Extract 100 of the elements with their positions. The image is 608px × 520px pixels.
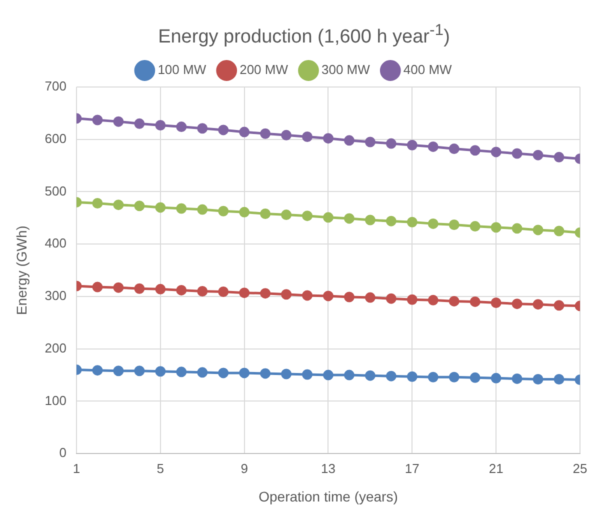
point xyxy=(512,373,522,384)
point xyxy=(134,200,145,212)
point xyxy=(134,366,145,376)
point xyxy=(490,146,502,158)
point xyxy=(281,130,292,140)
point xyxy=(260,368,271,379)
point xyxy=(302,290,313,301)
point xyxy=(322,212,334,223)
point xyxy=(155,120,166,130)
point xyxy=(364,214,376,226)
x-tick-label: 1 xyxy=(72,460,80,476)
point xyxy=(302,210,313,222)
legend-label: 100 MW xyxy=(158,62,207,78)
point xyxy=(239,206,250,218)
point xyxy=(448,372,460,382)
point xyxy=(260,288,271,299)
legend-label: 200 MW xyxy=(240,62,289,78)
y-tick-label: 500 xyxy=(44,183,66,198)
point xyxy=(554,300,564,311)
point xyxy=(512,298,522,310)
point xyxy=(428,218,438,229)
point xyxy=(197,123,208,134)
point xyxy=(364,370,376,381)
point xyxy=(532,374,544,384)
point xyxy=(386,138,396,149)
point xyxy=(239,288,250,298)
point xyxy=(113,200,124,210)
point xyxy=(218,368,229,378)
point xyxy=(92,114,103,126)
point xyxy=(92,282,103,292)
point xyxy=(134,283,145,294)
point xyxy=(490,372,502,384)
x-tick-label: 13 xyxy=(321,460,336,476)
legend-label: 300 MW xyxy=(322,62,371,78)
point xyxy=(490,298,502,308)
point xyxy=(386,293,396,304)
point xyxy=(344,135,354,146)
legend-label: 400 MW xyxy=(403,62,453,78)
point xyxy=(155,202,166,213)
point xyxy=(239,126,250,138)
point xyxy=(428,141,438,152)
point xyxy=(239,368,250,378)
point xyxy=(554,226,564,236)
point xyxy=(428,294,438,306)
point xyxy=(406,294,418,305)
point xyxy=(176,284,187,296)
x-axis-title: Operation time (years) xyxy=(258,488,398,504)
x-tick-label: 17 xyxy=(404,460,420,476)
point xyxy=(281,368,292,380)
point xyxy=(364,136,376,148)
point xyxy=(197,367,208,378)
point xyxy=(218,286,229,298)
point xyxy=(554,374,564,384)
point xyxy=(512,148,522,159)
point xyxy=(532,299,544,310)
point xyxy=(470,221,480,232)
point xyxy=(113,366,124,376)
point xyxy=(386,216,396,226)
point xyxy=(470,145,480,156)
point xyxy=(134,118,145,129)
point xyxy=(113,116,124,127)
point xyxy=(281,210,292,220)
x-tick-label: 25 xyxy=(572,460,588,476)
point xyxy=(113,282,124,293)
y-tick-label: 0 xyxy=(59,445,66,460)
point xyxy=(448,144,460,154)
point xyxy=(322,133,334,144)
point xyxy=(176,203,187,214)
y-tick-label: 600 xyxy=(44,130,66,146)
point xyxy=(448,219,460,230)
point xyxy=(155,366,166,377)
point xyxy=(322,290,334,302)
point xyxy=(406,216,418,228)
point xyxy=(302,132,313,142)
point xyxy=(92,365,103,376)
point xyxy=(197,286,208,296)
point xyxy=(344,213,354,224)
point xyxy=(386,370,396,382)
chart-title: Energy production (1,600 h year$^{-1}$) xyxy=(157,22,451,48)
point xyxy=(218,206,229,216)
y-tick-label: 200 xyxy=(44,340,66,356)
point xyxy=(176,366,187,378)
point xyxy=(260,208,271,219)
point xyxy=(512,223,522,234)
y-axis-title: Energy (GWh) xyxy=(13,226,30,316)
x-tick-label: 5 xyxy=(156,460,164,476)
x-tick-label: 21 xyxy=(488,460,504,476)
point xyxy=(532,150,544,160)
point xyxy=(302,369,313,380)
point xyxy=(532,224,544,236)
point xyxy=(155,284,166,294)
point xyxy=(260,128,271,139)
point xyxy=(448,296,460,306)
point xyxy=(406,371,418,382)
y-tick-label: 300 xyxy=(44,288,66,304)
point xyxy=(344,292,354,302)
y-tick-label: 700 xyxy=(44,78,66,94)
point xyxy=(470,296,480,307)
point xyxy=(218,124,229,136)
y-tick-label: 400 xyxy=(44,236,66,251)
